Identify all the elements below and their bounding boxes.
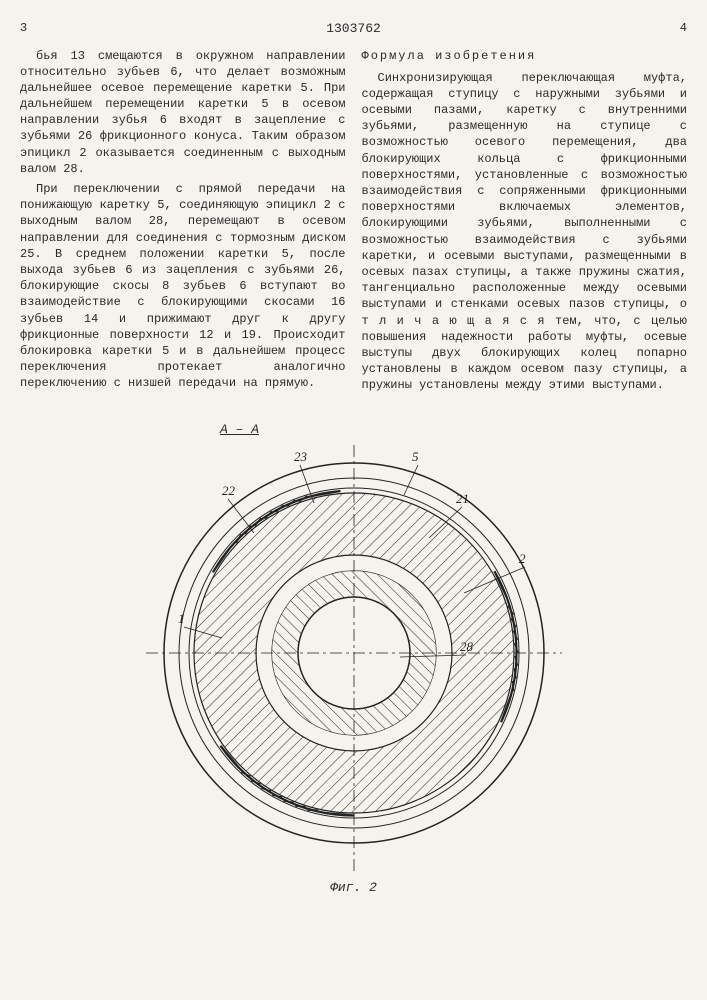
svg-text:2: 2 xyxy=(519,551,526,566)
svg-text:5: 5 xyxy=(412,449,419,464)
right-p1: Синхронизирующая переключающая муфта, со… xyxy=(362,70,688,394)
text-columns: бья 13 смещаются в окружном направлении … xyxy=(20,48,687,398)
svg-text:21: 21 xyxy=(456,491,469,506)
col-num-left: 3 xyxy=(20,20,27,38)
right-column: Формула изобретения Синхронизирующая пер… xyxy=(362,48,688,398)
svg-text:1: 1 xyxy=(178,611,185,626)
section-label: А – А xyxy=(220,421,687,439)
left-p2: При переключении с прямой передачи на по… xyxy=(20,181,346,391)
svg-text:22: 22 xyxy=(222,483,236,498)
figure-caption: Фиг. 2 xyxy=(20,879,687,897)
formula-title: Формула изобретения xyxy=(362,48,688,64)
left-column: бья 13 смещаются в окружном направлении … xyxy=(20,48,346,398)
col-num-right: 4 xyxy=(680,20,687,38)
left-p1: бья 13 смещаются в окружном направлении … xyxy=(20,48,346,178)
svg-text:23: 23 xyxy=(294,449,308,464)
svg-text:28: 28 xyxy=(460,639,474,654)
figure-svg: 23522212128 xyxy=(144,443,564,873)
doc-number: 1303762 xyxy=(326,20,381,38)
figure: А – А 23522212128 Фиг. 2 xyxy=(20,421,687,896)
